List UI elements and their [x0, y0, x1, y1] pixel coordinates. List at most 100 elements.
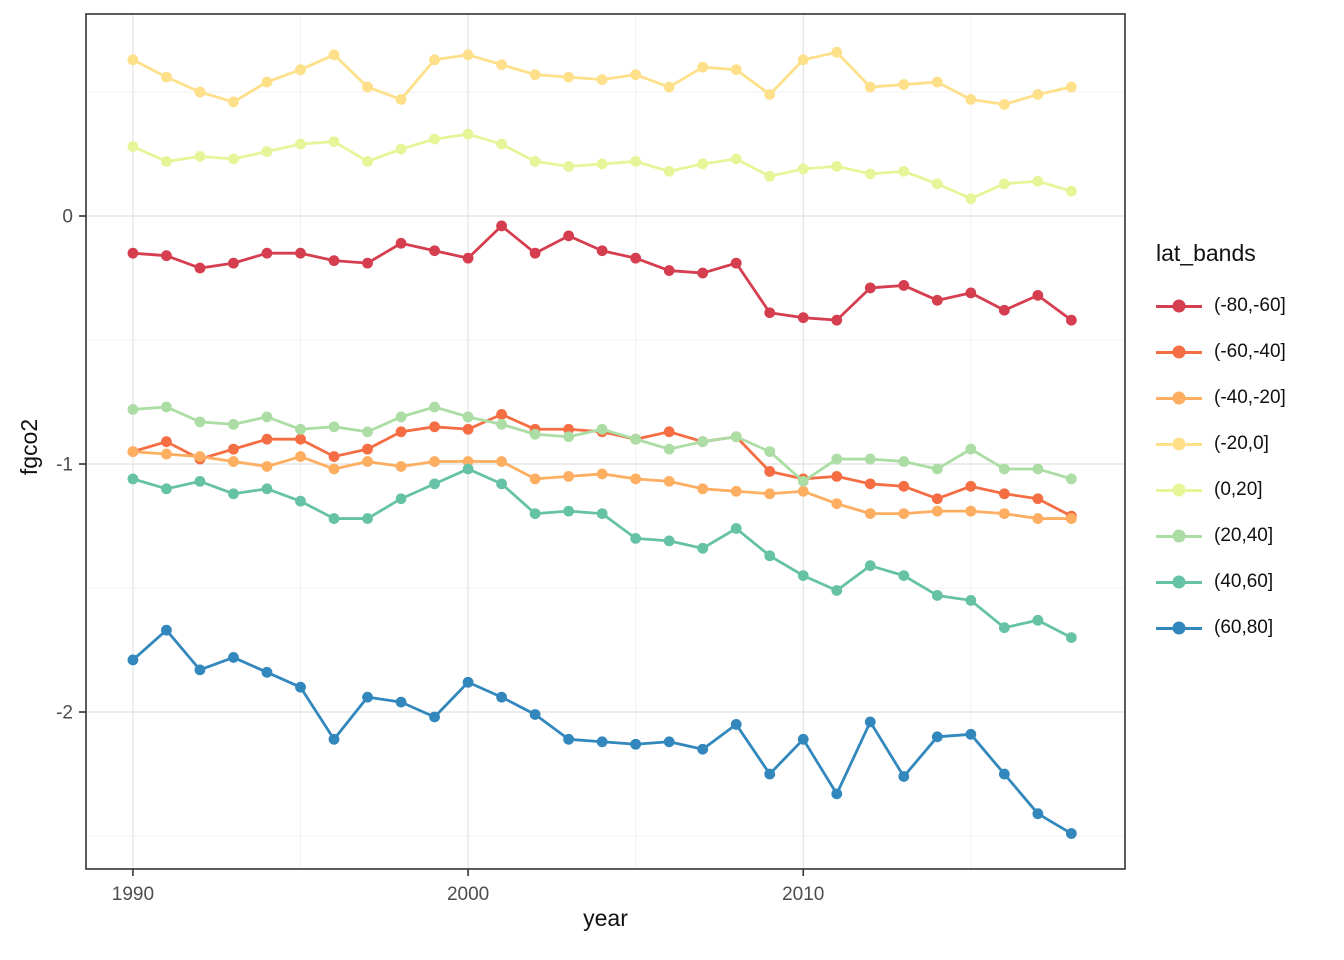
data-point [395, 461, 407, 472]
data-point [663, 426, 675, 438]
data-point [462, 676, 474, 688]
data-point [697, 743, 709, 755]
data-point [965, 443, 977, 455]
data-point [395, 94, 407, 105]
data-point [1065, 185, 1077, 197]
data-point [261, 76, 273, 88]
data-point [362, 81, 373, 93]
data-point [429, 245, 440, 257]
data-point [663, 81, 675, 93]
legend: lat_bands (-80,-60] (-60,-40] (-40,-20] (-2… [1156, 240, 1286, 651]
series-(0,20] [127, 128, 1077, 205]
data-point [630, 156, 642, 167]
data-point [730, 64, 742, 76]
data-point [362, 691, 373, 703]
data-point [931, 178, 943, 190]
data-point [362, 513, 373, 524]
data-point [362, 156, 373, 167]
series-(-80,-60] [127, 220, 1077, 326]
data-point [362, 443, 373, 455]
data-point [998, 178, 1010, 190]
data-point [395, 493, 407, 505]
legend-item-label: (-60,-40] [1214, 341, 1286, 362]
x-tick-label: 2010 [782, 884, 824, 905]
data-point [831, 453, 843, 465]
legend-item-label: (0,20] [1214, 479, 1263, 500]
data-point [596, 468, 608, 480]
data-point [261, 411, 273, 423]
data-point [563, 230, 575, 242]
data-point [161, 156, 172, 167]
data-point [161, 624, 172, 636]
data-point [797, 570, 809, 582]
data-point [998, 622, 1010, 634]
data-point [764, 446, 776, 458]
data-point [764, 488, 776, 500]
data-point [596, 158, 608, 170]
data-point [328, 255, 340, 267]
data-point [965, 287, 977, 299]
data-point [127, 446, 139, 458]
data-point [965, 505, 977, 517]
data-point [1032, 493, 1044, 505]
data-point [630, 473, 642, 485]
data-point [496, 59, 507, 71]
data-point [127, 404, 139, 415]
data-point [596, 74, 608, 85]
data-point [529, 709, 541, 720]
data-point [1032, 89, 1044, 100]
data-point [764, 768, 776, 780]
data-point [563, 423, 575, 435]
data-point [965, 94, 977, 105]
data-point [462, 252, 474, 264]
data-point [496, 138, 507, 150]
data-point [998, 304, 1010, 316]
data-point [127, 141, 139, 152]
legend-key-icon [1156, 526, 1202, 546]
data-point [194, 664, 206, 676]
axes: 1990 2000 2010 0 -1 -2 [56, 207, 824, 905]
data-point [228, 257, 239, 269]
legend-item: (-80,-60] [1156, 283, 1286, 329]
data-point [998, 768, 1010, 780]
data-point [1065, 513, 1077, 524]
legend-key-icon [1156, 296, 1202, 316]
data-point [429, 54, 440, 66]
data-point [1065, 314, 1077, 326]
data-point [697, 158, 709, 170]
data-point [831, 46, 843, 58]
series-(-20,0] [127, 46, 1077, 110]
data-point [663, 443, 675, 455]
data-point [931, 493, 943, 505]
data-point [1032, 614, 1044, 626]
data-point [831, 314, 843, 326]
data-point [831, 498, 843, 510]
x-tick-label: 1990 [112, 884, 154, 905]
legend-item: (40,60] [1156, 559, 1286, 605]
data-point [764, 89, 776, 100]
data-point [1032, 289, 1044, 301]
legend-key-icon [1156, 434, 1202, 454]
data-point [931, 505, 943, 517]
data-point [429, 401, 440, 413]
data-point [295, 495, 306, 507]
data-point [228, 652, 239, 663]
y-tick-label: -1 [56, 455, 73, 476]
data-point [697, 542, 709, 554]
data-point [898, 79, 910, 90]
data-point [764, 170, 776, 182]
x-tick-label: 2000 [447, 884, 489, 905]
data-point [630, 433, 642, 445]
data-point [228, 153, 239, 165]
data-point [663, 535, 675, 547]
data-point [295, 433, 306, 445]
data-point [965, 193, 977, 205]
data-point [898, 480, 910, 492]
data-point [898, 771, 910, 782]
data-point [395, 411, 407, 423]
data-point [630, 738, 642, 750]
data-point [764, 550, 776, 562]
data-point [864, 453, 876, 465]
data-point [1065, 632, 1077, 644]
data-point [764, 307, 776, 319]
